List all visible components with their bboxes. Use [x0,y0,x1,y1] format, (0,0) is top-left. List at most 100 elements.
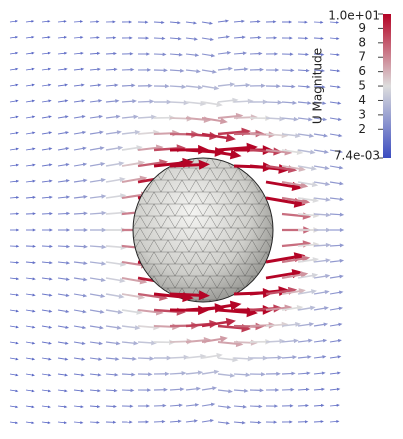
glyph-shaft [234,21,242,22]
glyph-shaft [106,374,116,375]
glyph-head [33,229,36,232]
glyph-shaft [58,133,67,134]
glyph-shaft [58,69,65,70]
glyph-head [322,355,326,359]
glyph-head [261,84,266,88]
glyph-shaft [202,54,212,56]
glyph-shaft [106,85,116,86]
glyph-head [132,99,137,103]
glyph-head [309,322,314,326]
glyph-shaft [42,406,49,407]
glyph-head [48,374,51,377]
glyph-shaft [314,134,325,136]
glyph-head [306,388,310,391]
glyph-shaft [74,37,81,38]
render-view: U Magnitude 7.4e-031.0e+0123456789 [0,0,403,439]
glyph-head [305,53,309,56]
glyph-head [225,19,229,22]
glyph-shaft [218,358,234,360]
glyph-head [80,421,83,424]
glyph-head [325,182,330,186]
glyph-head [226,421,230,424]
glyph-head [16,229,19,232]
glyph-head [129,421,132,424]
glyph-head [305,37,308,40]
glyph-shaft [202,22,210,23]
glyph-head [97,389,101,392]
glyph-shaft [10,342,17,343]
glyph-shaft [218,374,232,376]
glyph-shaft [106,310,120,312]
glyph-shaft [74,358,83,359]
glyph-shaft [298,86,308,87]
glyph-shaft [26,197,34,198]
glyph-head [49,163,53,166]
glyph-head [211,54,215,58]
glyph-shaft [330,166,340,168]
glyph-shaft [42,422,49,423]
glyph-shaft [90,310,101,312]
glyph-shaft [58,197,67,198]
glyph-shaft [58,117,66,118]
glyph-head [100,146,105,150]
glyph-head [113,20,116,23]
glyph-shaft [58,53,65,54]
glyph-head [83,163,87,167]
glyph-shaft [170,86,183,87]
glyph-head [196,387,201,391]
glyph-head [131,373,135,377]
glyph-shaft [106,294,121,297]
glyph-head [66,277,70,280]
glyph-head [321,388,325,391]
glyph-head [16,294,19,297]
glyph-head [97,68,101,71]
glyph-shaft [170,357,185,358]
glyph-shaft [106,246,122,247]
glyph-shaft [10,326,17,327]
glyph-head [326,213,331,218]
glyph-shaft [42,69,49,70]
glyph-head [16,116,19,119]
glyph-head [49,147,53,150]
glyph-head [81,389,84,392]
glyph-shaft [122,294,140,297]
glyph-head [337,85,341,88]
glyph-shaft [90,390,98,391]
glyph-head [165,372,170,376]
glyph-head [276,84,281,88]
glyph-head [48,84,51,87]
glyph-shaft [74,213,85,214]
glyph-shaft [26,374,33,375]
glyph-head [49,245,53,248]
glyph-shaft [58,37,65,38]
glyph-shaft [330,261,341,262]
range-label: 7.4e-03 [334,149,380,163]
glyph-head [226,35,230,38]
glyph-shaft [234,69,245,70]
glyph-shaft [314,357,324,358]
glyph-head [242,36,246,39]
glyph-shaft [218,84,232,86]
glyph-shaft [218,53,228,54]
glyph-shaft [58,101,66,102]
glyph-shaft [10,149,17,150]
glyph-head [99,115,103,119]
glyph-head [326,243,331,248]
glyph-head [146,52,150,55]
glyph-shaft [90,358,99,359]
glyph-head [98,357,102,360]
glyph-head [241,20,245,23]
glyph-head [49,212,53,215]
glyph-shaft [42,197,50,198]
glyph-shaft [90,148,101,150]
glyph-head [97,421,100,424]
glyph-head [32,277,35,280]
glyph-head [179,53,183,57]
glyph-head [32,100,35,103]
glyph-head [48,421,51,424]
glyph-head [102,211,107,216]
glyph-head [98,99,102,102]
glyph-head [257,20,261,23]
glyph-shaft [42,374,49,375]
tick-label: 8 [358,35,366,49]
